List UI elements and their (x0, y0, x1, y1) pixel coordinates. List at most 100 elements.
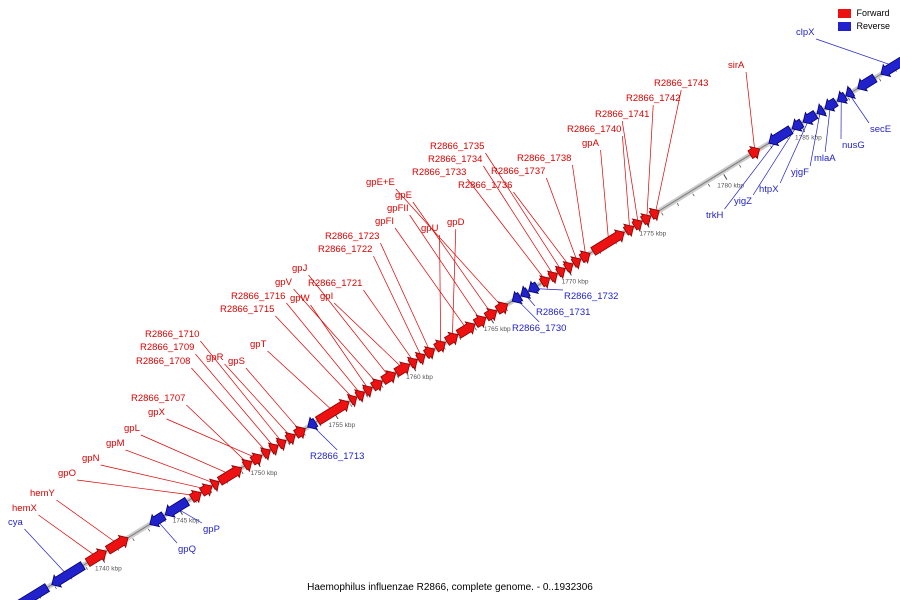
gene-R2866_1737[interactable] (570, 256, 582, 270)
gene-mlaA[interactable] (824, 97, 839, 112)
gene-label-R2866_1736: R2866_1736 (458, 180, 512, 191)
gene-R2866_1710[interactable] (275, 437, 287, 452)
gene-gpE+E[interactable] (494, 301, 509, 315)
gene-R2866_1707[interactable] (241, 458, 253, 473)
gene-gpS[interactable] (293, 425, 306, 440)
leader-line-R2866_1716 (286, 302, 362, 395)
gene-gpM[interactable] (208, 478, 220, 493)
gene-R2866_1742[interactable] (639, 213, 652, 227)
gene-gpJ[interactable] (380, 370, 397, 386)
leader-line-gpO (76, 479, 197, 496)
gene-unlabeled[interactable] (857, 73, 878, 92)
gene-label-R2866_1733: R2866_1733 (412, 167, 466, 178)
axis-tick (459, 337, 462, 341)
gene-yjgF[interactable] (816, 103, 828, 117)
gene-label-R2866_1715: R2866_1715 (220, 304, 274, 315)
gene-gpA[interactable] (590, 229, 625, 256)
gene-hemX[interactable] (84, 548, 107, 568)
gene-label-R2866_1713: R2866_1713 (310, 451, 364, 462)
gene-gpX[interactable] (249, 452, 263, 467)
gene-R2866_1736[interactable] (562, 260, 574, 275)
axis-tick (241, 471, 244, 475)
gene-label-R2866_1743: R2866_1743 (654, 78, 708, 89)
gene-label-gpP: gpP (203, 524, 220, 535)
axis-tick (847, 97, 851, 101)
gene-hemY[interactable] (104, 534, 129, 555)
gene-R2866_1708[interactable] (259, 447, 271, 461)
gene-label-R2866_1709: R2866_1709 (140, 342, 194, 353)
leader-line-R2866_1735 (485, 152, 562, 271)
gene-R2866_1709[interactable] (267, 442, 279, 457)
gene-label-gpX: gpX (148, 407, 166, 418)
gene-R2866_1730[interactable] (511, 290, 523, 305)
gene-R2866_1721[interactable] (406, 356, 418, 371)
leader-line-gpL (140, 434, 231, 475)
gene-R2866_1731[interactable] (520, 285, 532, 299)
gene-arrows (10, 54, 900, 600)
leader-line-gpT (267, 350, 334, 412)
axis-tick (676, 203, 680, 206)
reverse-strand-swatch (838, 21, 852, 31)
label-leader-lines (24, 38, 895, 576)
gene-gpI[interactable] (393, 361, 411, 377)
gene-R2866_1735[interactable] (554, 265, 566, 280)
gene-gpE[interactable] (483, 307, 498, 322)
gene-gpD[interactable] (443, 331, 459, 346)
gene-gpQ[interactable] (149, 511, 167, 528)
gene-label-R2866_1710: R2866_1710 (145, 329, 199, 340)
gene-label-R2866_1730: R2866_1730 (512, 323, 566, 334)
gene-R2866_1732[interactable] (528, 280, 541, 295)
leader-line-R2866_1721 (363, 289, 415, 362)
gene-R2866_1723[interactable] (422, 346, 435, 360)
axis-tick (879, 78, 882, 82)
gene-R2866_1734[interactable] (546, 270, 558, 285)
gene-R2866_1716[interactable] (353, 389, 365, 403)
leader-line-gpE+E (395, 188, 503, 308)
gene-yigZ[interactable] (791, 118, 805, 132)
axis-tick-label: 1775 kbp (639, 230, 666, 237)
gene-label-gpL: gpL (124, 423, 140, 434)
gene-htpX[interactable] (802, 110, 819, 126)
gene-R2866_1743[interactable] (648, 207, 660, 222)
gene-gpP[interactable] (164, 496, 191, 518)
gene-R2866_1733[interactable] (538, 275, 551, 289)
gene-unlabeled[interactable] (10, 583, 51, 600)
gene-gpL[interactable] (216, 464, 243, 486)
gene-clpX[interactable] (880, 54, 900, 78)
gene-R2866_1715[interactable] (346, 393, 358, 408)
axis-tick (287, 442, 291, 446)
gene-gpFII[interactable] (472, 314, 487, 329)
gene-gpT[interactable] (314, 398, 350, 426)
gene-sirA[interactable] (747, 145, 761, 160)
gene-R2866_1738[interactable] (578, 250, 591, 265)
gene-R2866_1713[interactable] (307, 416, 319, 431)
leader-line-R2866_1723 (380, 242, 431, 352)
gene-label-R2866_1738: R2866_1738 (517, 153, 571, 164)
leader-line-yjgF (809, 111, 821, 167)
leader-line-R2866_1734 (483, 165, 555, 276)
gene-gpU[interactable] (433, 339, 446, 353)
leader-line-htpX (779, 118, 810, 184)
gene-label-yigZ: yigZ (734, 196, 752, 207)
leader-line-gpS (245, 367, 301, 432)
gene-gpR[interactable] (284, 431, 296, 446)
gene-cya[interactable] (51, 561, 86, 588)
leader-line-gpN (100, 464, 208, 490)
gene-nusG[interactable] (836, 90, 849, 104)
gene-trkH[interactable] (768, 125, 794, 147)
gene-gpFI[interactable] (455, 321, 476, 339)
gene-R2866_1722[interactable] (414, 351, 426, 366)
leader-line-R2866_1722 (373, 255, 422, 358)
gene-gpV[interactable] (370, 378, 383, 392)
gene-label-gpM: gpM (106, 438, 125, 449)
leader-line-hemY (56, 499, 119, 545)
axis-tick (132, 538, 135, 542)
gene-gpN[interactable] (198, 483, 213, 497)
gene-label-gpT: gpT (250, 339, 267, 350)
gene-secE[interactable] (845, 85, 857, 99)
gene-gpW[interactable] (361, 384, 373, 399)
gene-R2866_1741[interactable] (631, 218, 643, 232)
axis-tick-label: 1785 kbp (795, 135, 822, 142)
gene-gpO[interactable] (188, 489, 202, 504)
gene-R2866_1740[interactable] (622, 223, 635, 238)
